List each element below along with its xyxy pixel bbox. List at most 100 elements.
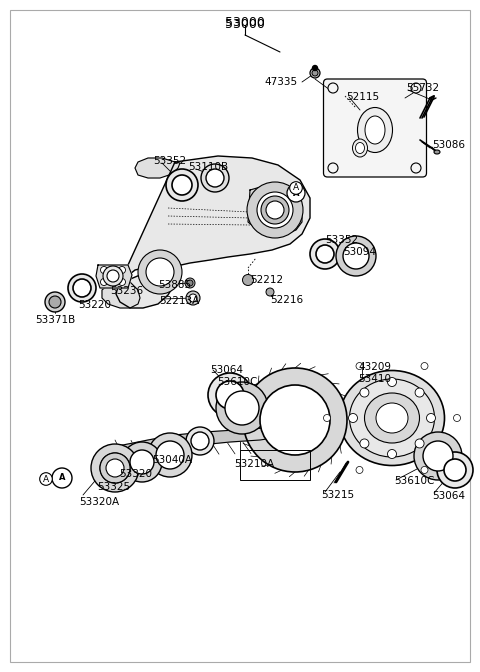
- Text: 52213A: 52213A: [159, 296, 199, 306]
- Text: 53220: 53220: [78, 300, 111, 310]
- Circle shape: [356, 362, 363, 370]
- Text: 53110B: 53110B: [188, 162, 228, 172]
- Text: A: A: [293, 189, 299, 198]
- Circle shape: [266, 201, 284, 219]
- Circle shape: [310, 68, 320, 78]
- Text: 53000: 53000: [225, 16, 265, 29]
- Circle shape: [310, 239, 340, 269]
- Ellipse shape: [434, 150, 440, 154]
- Circle shape: [316, 245, 334, 263]
- Circle shape: [185, 278, 195, 288]
- Text: 43209: 43209: [358, 362, 391, 372]
- Ellipse shape: [376, 403, 408, 433]
- Text: 53410: 53410: [358, 374, 391, 384]
- Text: 53064: 53064: [210, 365, 243, 375]
- Text: 47335: 47335: [265, 77, 298, 87]
- Text: 52216: 52216: [270, 295, 303, 305]
- Circle shape: [73, 279, 91, 297]
- Circle shape: [257, 192, 293, 228]
- Circle shape: [119, 267, 125, 274]
- Circle shape: [225, 391, 259, 425]
- Circle shape: [312, 65, 317, 71]
- Circle shape: [343, 243, 369, 269]
- Text: 53885: 53885: [158, 280, 191, 290]
- Polygon shape: [135, 158, 180, 178]
- Text: 53352: 53352: [325, 235, 358, 245]
- Circle shape: [216, 381, 244, 409]
- Ellipse shape: [364, 393, 420, 443]
- Polygon shape: [96, 265, 132, 288]
- Circle shape: [421, 362, 428, 370]
- Circle shape: [119, 278, 125, 286]
- Text: A: A: [43, 474, 49, 483]
- Text: 53064: 53064: [432, 491, 465, 501]
- Text: 53000: 53000: [225, 18, 265, 31]
- Polygon shape: [102, 280, 140, 308]
- Circle shape: [414, 432, 462, 480]
- Circle shape: [106, 459, 124, 477]
- Circle shape: [122, 442, 162, 482]
- Text: 53320A: 53320A: [79, 497, 119, 507]
- Circle shape: [216, 382, 268, 434]
- Circle shape: [328, 83, 338, 93]
- Circle shape: [411, 83, 421, 93]
- Circle shape: [328, 163, 338, 173]
- Circle shape: [208, 373, 252, 417]
- Circle shape: [287, 184, 305, 202]
- Circle shape: [387, 450, 396, 458]
- Circle shape: [423, 441, 453, 471]
- Circle shape: [261, 196, 289, 224]
- Circle shape: [206, 169, 224, 187]
- Ellipse shape: [352, 139, 368, 157]
- Text: 53210A: 53210A: [234, 459, 274, 469]
- Circle shape: [130, 450, 154, 474]
- Circle shape: [411, 163, 421, 173]
- Ellipse shape: [365, 116, 385, 144]
- Circle shape: [172, 175, 192, 195]
- Circle shape: [103, 266, 123, 286]
- Circle shape: [91, 444, 139, 492]
- Circle shape: [156, 441, 184, 469]
- Text: 53325: 53325: [97, 482, 130, 492]
- Circle shape: [52, 468, 72, 488]
- Ellipse shape: [349, 379, 434, 457]
- Text: 53610C: 53610C: [394, 476, 434, 486]
- Circle shape: [100, 453, 130, 483]
- Text: 53320: 53320: [119, 469, 152, 479]
- Circle shape: [360, 439, 369, 448]
- Polygon shape: [248, 186, 302, 234]
- Text: 53352: 53352: [153, 156, 186, 166]
- Text: A: A: [293, 183, 299, 192]
- Circle shape: [437, 452, 473, 488]
- Circle shape: [324, 415, 331, 421]
- Circle shape: [356, 466, 363, 474]
- Circle shape: [312, 70, 318, 76]
- Circle shape: [243, 368, 347, 472]
- Circle shape: [415, 388, 424, 397]
- Circle shape: [260, 385, 330, 455]
- Circle shape: [336, 236, 376, 276]
- Circle shape: [387, 378, 396, 386]
- Text: 55732: 55732: [406, 83, 439, 93]
- Circle shape: [189, 294, 197, 302]
- Circle shape: [186, 427, 214, 455]
- Circle shape: [100, 267, 108, 274]
- Circle shape: [45, 292, 65, 312]
- Text: 53610C: 53610C: [217, 377, 257, 387]
- Text: 53215: 53215: [321, 490, 354, 500]
- Text: 52115: 52115: [346, 92, 379, 102]
- Circle shape: [107, 270, 119, 282]
- Text: 52212: 52212: [250, 275, 283, 285]
- Text: 53040A: 53040A: [152, 455, 192, 465]
- Bar: [240, 450, 310, 480]
- Polygon shape: [108, 425, 295, 462]
- Circle shape: [360, 388, 369, 397]
- Circle shape: [242, 274, 253, 286]
- Text: A: A: [59, 474, 65, 482]
- Circle shape: [166, 169, 198, 201]
- Text: 53094: 53094: [343, 247, 376, 257]
- Circle shape: [201, 164, 229, 192]
- Text: 53086: 53086: [432, 140, 465, 150]
- Circle shape: [266, 288, 274, 296]
- Circle shape: [100, 453, 130, 483]
